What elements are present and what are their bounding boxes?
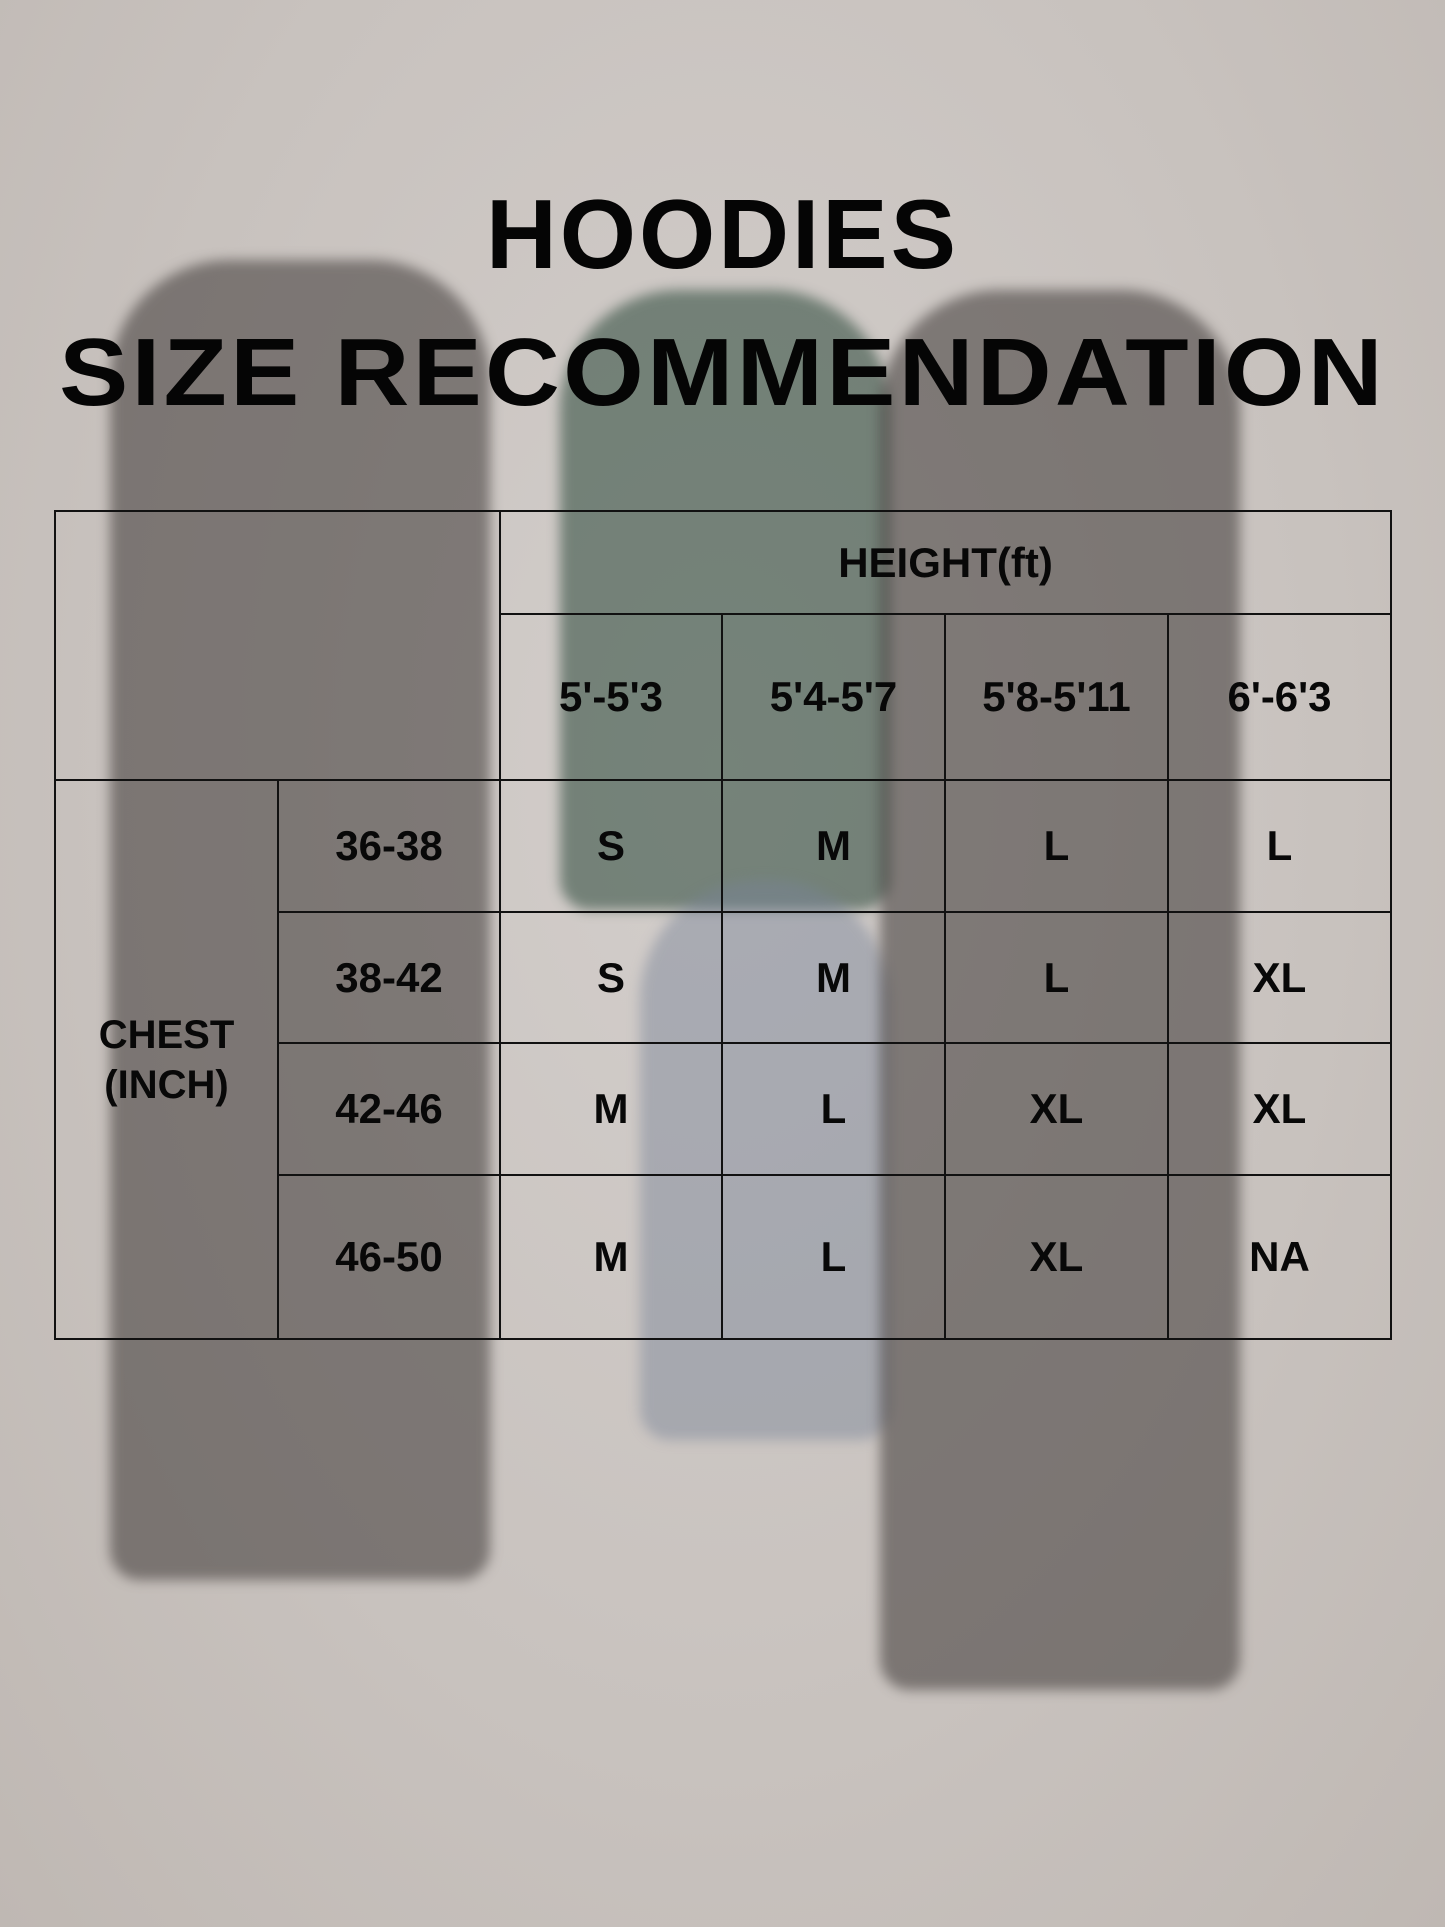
title-line-1: HOODIES — [486, 179, 959, 289]
size-cell: S — [499, 911, 723, 1044]
height-column-header: 5'8-5'11 — [944, 613, 1169, 781]
size-cell: M — [721, 779, 946, 913]
size-cell: M — [499, 1174, 723, 1340]
size-cell: L — [721, 1042, 946, 1176]
chest-range: 46-50 — [277, 1174, 501, 1340]
size-cell: L — [1167, 779, 1392, 913]
size-cell: XL — [1167, 911, 1392, 1044]
size-cell: M — [499, 1042, 723, 1176]
size-cell: S — [499, 779, 723, 913]
size-cell: XL — [944, 1174, 1169, 1340]
empty-corner-cell — [54, 510, 501, 781]
size-cell: M — [721, 911, 946, 1044]
chest-label-line2: (INCH) — [104, 1062, 229, 1107]
size-chart-table: HEIGHT(ft) 5'-5'3 5'4-5'7 5'8-5'11 6'-6'… — [54, 510, 1392, 1340]
size-cell: NA — [1167, 1174, 1392, 1340]
title-line-2: SIZE RECOMMENDATION — [59, 319, 1386, 426]
table-row: CHEST (INCH) 36-38 S M L L — [54, 779, 1392, 1340]
size-cell: XL — [944, 1042, 1169, 1176]
height-column-header: 6'-6'3 — [1167, 613, 1392, 781]
size-cell: L — [721, 1174, 946, 1340]
size-cell: L — [944, 779, 1169, 913]
table-row: 46-50 M L XL NA — [55, 1174, 1392, 1340]
height-column-header: 5'-5'3 — [499, 613, 723, 781]
chest-label-line1: CHEST — [98, 1012, 235, 1057]
size-cell: L — [944, 911, 1169, 1044]
size-cell: XL — [1167, 1042, 1392, 1176]
height-column-header: 5'4-5'7 — [721, 613, 946, 781]
table-row: 38-42 S M L XL — [55, 911, 1392, 1044]
table-row: 42-46 M L XL XL — [55, 1042, 1392, 1176]
chest-range: 42-46 — [277, 1042, 501, 1176]
height-header: HEIGHT(ft) — [499, 510, 1392, 615]
chest-range: 38-42 — [277, 911, 501, 1044]
chest-label: CHEST (INCH) — [54, 779, 279, 1340]
chest-range: 36-38 — [277, 779, 501, 913]
